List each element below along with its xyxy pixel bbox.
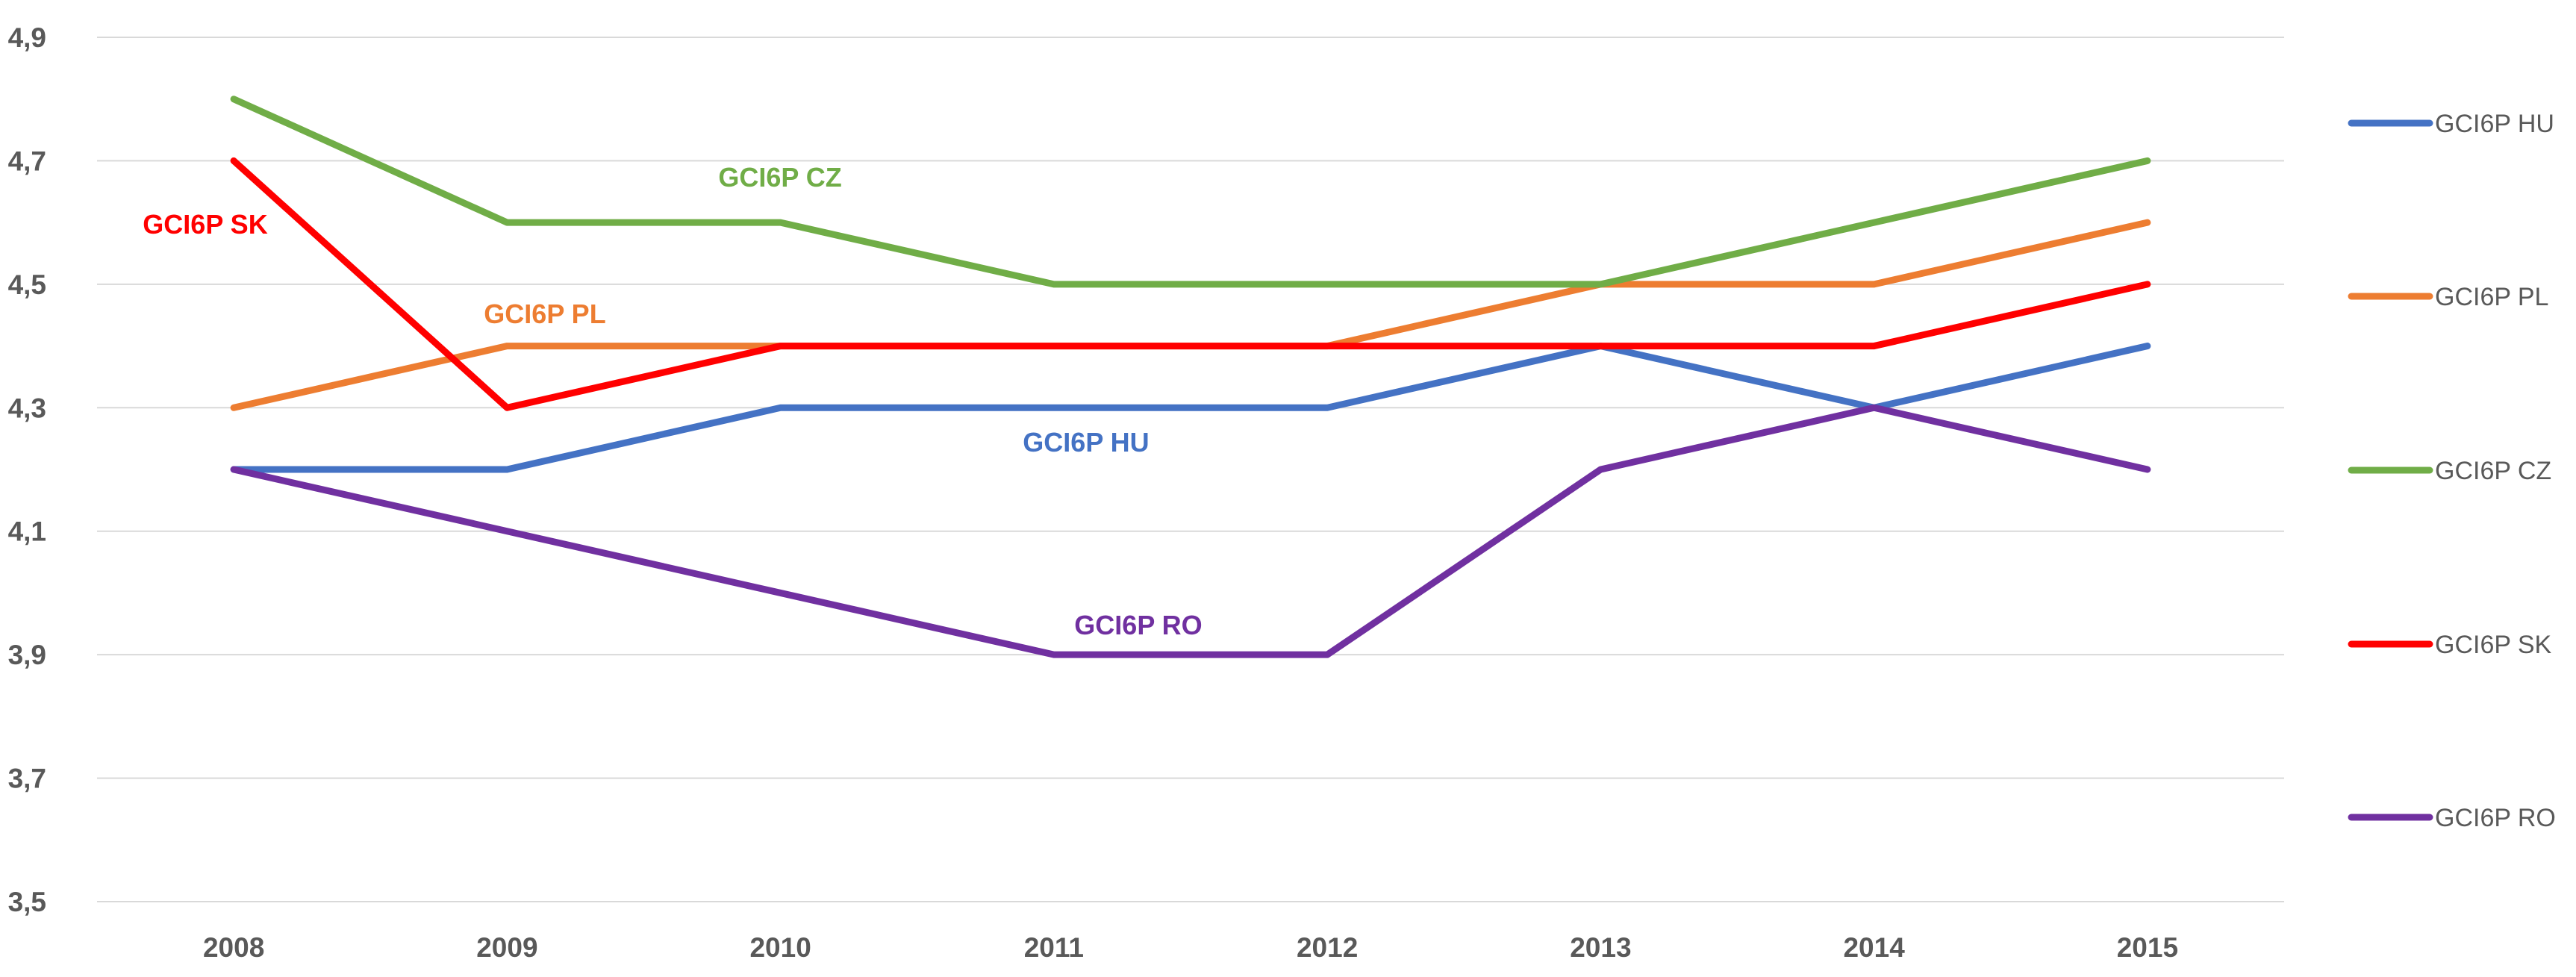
series-annotations: GCI6P HU GCI6P PL GCI6P CZ GCI6P SK GCI6P RO — [143, 162, 1202, 640]
x-tick-label: 2011 — [1024, 932, 1084, 963]
x-tick-label: 2015 — [2117, 932, 2178, 963]
legend: GCI6P HU GCI6P PL GCI6P CZ GCI6P SK GCI6P RO — [2348, 110, 2556, 832]
x-axis-tick-labels: 2008 2009 2010 2011 2012 2013 2014 2015 — [203, 932, 2178, 963]
legend-label-cz: GCI6P CZ — [2435, 457, 2551, 485]
x-tick-label: 2014 — [1843, 932, 1905, 963]
annotation-hu: GCI6P HU — [1023, 427, 1149, 458]
series-line-ro — [230, 404, 2151, 658]
legend-label-ro: GCI6P RO — [2435, 804, 2556, 832]
legend-label-pl: GCI6P PL — [2435, 283, 2548, 311]
x-tick-label: 2010 — [749, 932, 811, 963]
y-tick-label: 4,1 — [8, 516, 46, 547]
y-tick-label: 3,7 — [8, 764, 46, 794]
y-tick-label: 3,5 — [8, 887, 46, 917]
legend-label-hu: GCI6P HU — [2435, 110, 2554, 138]
series-line-cz — [230, 96, 2151, 288]
x-tick-label: 2013 — [1570, 932, 1631, 963]
annotation-ro: GCI6P RO — [1074, 610, 1202, 640]
y-tick-label: 3,9 — [8, 640, 46, 670]
series-line-hu — [230, 343, 2151, 473]
y-axis-tick-labels: 3,5 3,7 3,9 4,1 4,3 4,5 4,7 4,9 — [8, 22, 46, 917]
series-line-sk — [230, 157, 2151, 411]
annotation-cz: GCI6P CZ — [718, 162, 841, 193]
y-tick-label: 4,9 — [8, 22, 46, 53]
annotation-pl: GCI6P PL — [484, 299, 605, 329]
y-tick-label: 4,3 — [8, 393, 46, 423]
series-lines — [230, 96, 2151, 658]
x-tick-label: 2012 — [1297, 932, 1358, 963]
y-tick-label: 4,7 — [8, 146, 46, 176]
x-tick-label: 2008 — [203, 932, 264, 963]
annotation-sk: GCI6P SK — [143, 209, 267, 240]
y-tick-label: 4,5 — [8, 269, 46, 300]
legend-label-sk: GCI6P SK — [2435, 631, 2552, 659]
x-tick-label: 2009 — [476, 932, 537, 963]
